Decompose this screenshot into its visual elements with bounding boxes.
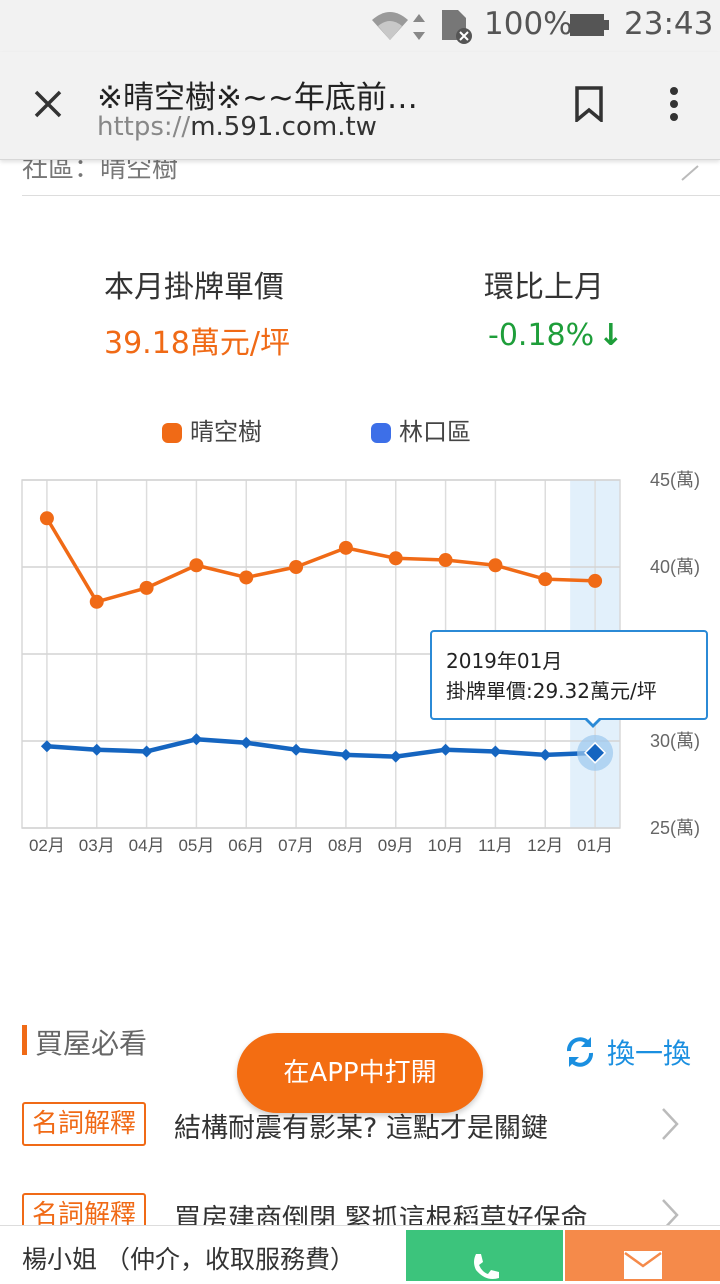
battery-icon <box>570 14 609 36</box>
data-point <box>488 558 503 573</box>
price-label: 本月掛牌單價 <box>104 270 284 305</box>
page-title: ※晴空樹※~~年底前… <box>97 80 418 116</box>
x-tick-label: 04月 <box>129 836 165 855</box>
tooltip-pointer-inner <box>585 716 601 724</box>
data-point <box>290 743 303 756</box>
data-point <box>239 570 254 585</box>
section-title: 買屋必看 <box>35 1027 148 1060</box>
phone-icon <box>474 1254 499 1279</box>
x-tick-label: 05月 <box>178 836 214 855</box>
sim-card-icon <box>442 10 472 44</box>
legend-swatch <box>162 423 182 443</box>
x-tick-label: 07月 <box>278 836 314 855</box>
x-tick-label: 02月 <box>29 836 65 855</box>
data-point <box>90 743 103 756</box>
change-label: 環比上月 <box>484 270 604 305</box>
legend-label: 林口區 <box>399 418 471 446</box>
data-point <box>539 748 552 761</box>
tooltip-date: 2019年01月 <box>446 649 563 673</box>
refresh-icon <box>567 1037 593 1067</box>
message-button[interactable] <box>565 1230 720 1281</box>
data-point <box>190 733 203 746</box>
data-point <box>588 573 603 588</box>
data-point <box>438 553 453 568</box>
close-icon[interactable] <box>32 88 64 120</box>
x-tick-label: 12月 <box>527 836 563 855</box>
url-host: m.591.com.tw <box>190 112 377 142</box>
y-tick-label: 40(萬) <box>650 557 700 577</box>
data-point <box>388 551 403 566</box>
wifi-icon <box>372 12 408 40</box>
data-point <box>140 745 153 758</box>
data-point <box>439 743 452 756</box>
x-tick-label: 03月 <box>79 836 115 855</box>
refresh-label: 換一換 <box>607 1037 692 1070</box>
community-label: 社區：晴空樹 <box>22 160 179 184</box>
x-tick-label: 09月 <box>378 836 414 855</box>
y-tick-label: 25(萬) <box>650 818 700 838</box>
data-point <box>39 511 54 526</box>
data-arrows-icon <box>413 14 425 40</box>
data-point <box>338 540 353 555</box>
news-title: 結構耐震有影某? 這點才是關鍵 <box>174 1113 548 1144</box>
envelope-icon <box>624 1251 662 1279</box>
data-point <box>584 741 607 764</box>
status-bar: 100% 23:43 <box>0 0 720 52</box>
legend-label: 晴空樹 <box>190 418 262 446</box>
change-value: -0.18% ↓ <box>488 318 623 353</box>
chevron-right-icon <box>681 165 699 181</box>
price-value: 39.18萬元/坪 <box>104 326 290 361</box>
section-accent-bar <box>22 1025 27 1055</box>
x-tick-label: 10月 <box>428 836 464 855</box>
url-bar[interactable]: https://m.591.com.tw <box>97 112 377 142</box>
data-point <box>538 572 553 587</box>
x-tick-label: 11月 <box>478 836 513 855</box>
x-tick-label: 06月 <box>228 836 264 855</box>
data-point <box>289 560 304 574</box>
tooltip-price: 掛牌單價:29.32萬元/坪 <box>446 679 657 703</box>
data-point <box>240 736 253 749</box>
x-tick-label: 08月 <box>328 836 364 855</box>
data-point <box>389 750 402 763</box>
legend-swatch <box>371 423 391 443</box>
series-line <box>46 737 596 759</box>
legend-series-1[interactable]: 晴空樹 <box>162 412 262 446</box>
agent-name: 楊小姐 （仲介，收取服務費） <box>22 1245 355 1274</box>
data-point <box>40 740 53 753</box>
data-point <box>489 745 502 758</box>
community-row[interactable]: 社區：晴空樹 <box>22 160 720 196</box>
chevron-right-icon <box>662 1108 679 1140</box>
data-point <box>139 580 154 595</box>
url-protocol: https:// <box>97 112 191 142</box>
y-tick-label: 30(萬) <box>650 731 700 751</box>
open-in-app-button[interactable]: 在APP中打開 <box>237 1033 483 1113</box>
call-button[interactable] <box>406 1230 563 1281</box>
news-tag: 名詞解釋 <box>22 1102 147 1146</box>
browser-toolbar: ※晴空樹※~~年底前… https://m.591.com.tw <box>0 52 720 160</box>
more-menu-icon[interactable] <box>664 86 684 126</box>
data-point <box>339 748 352 761</box>
legend-series-2[interactable]: 林口區 <box>371 412 471 446</box>
clock: 23:43 <box>624 6 714 42</box>
down-arrow-icon: ↓ <box>598 318 624 353</box>
data-point <box>189 558 204 573</box>
change-percent: -0.18% <box>488 318 595 353</box>
contact-bar: 楊小姐 （仲介，收取服務費） <box>0 1225 720 1281</box>
x-tick-label: 01月 <box>577 836 613 855</box>
chart-tooltip: 2019年01月 掛牌單價:29.32萬元/坪 <box>430 630 708 720</box>
y-tick-label: 45(萬) <box>650 470 700 490</box>
battery-percent: 100% <box>484 6 573 42</box>
bookmark-icon[interactable] <box>574 86 604 122</box>
refresh-button[interactable]: 換一換 <box>563 1032 691 1072</box>
list-item[interactable]: 名詞解釋 結構耐震有影某? 這點才是關鍵 <box>22 1102 712 1152</box>
data-point <box>89 594 104 609</box>
series-line <box>45 517 596 604</box>
